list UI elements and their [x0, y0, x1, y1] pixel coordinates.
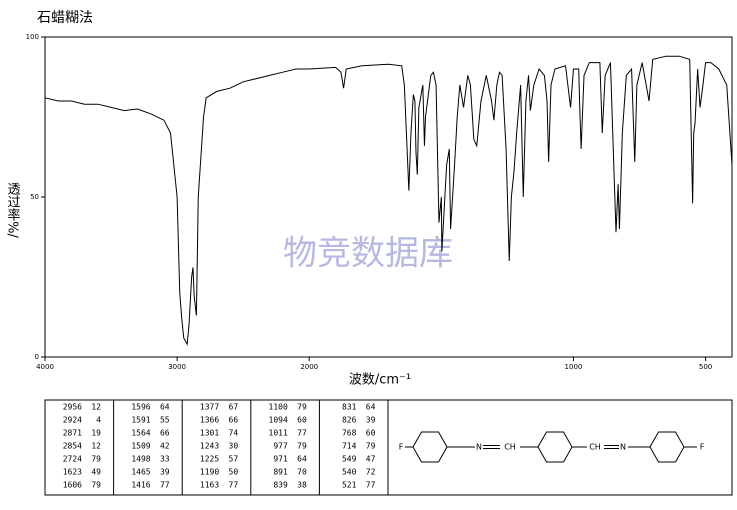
peak-wavenumber: 1225 — [200, 455, 219, 464]
peak-transmittance: 57 — [229, 455, 239, 464]
peak-wavenumber: 714 — [342, 442, 357, 451]
ring — [649, 431, 685, 463]
peak-transmittance: 79 — [297, 442, 307, 451]
peak-wavenumber: 1011 — [269, 429, 288, 438]
peak-wavenumber: 831 — [342, 403, 357, 412]
peak-transmittance: 33 — [160, 455, 170, 464]
peak-transmittance: 39 — [160, 468, 170, 477]
plot-frame — [44, 36, 733, 358]
peak-wavenumber: 891 — [273, 468, 288, 477]
peak-transmittance: 12 — [91, 442, 101, 451]
peak-transmittance: 64 — [160, 403, 170, 412]
peak-wavenumber: 1606 — [63, 481, 82, 490]
peak-transmittance: 77 — [160, 481, 170, 490]
atom-label: CH — [504, 443, 516, 452]
peak-wavenumber: 1596 — [131, 403, 150, 412]
atom-label: N — [620, 443, 626, 452]
y-tick-label: 100 — [26, 33, 39, 41]
peak-wavenumber: 971 — [273, 455, 288, 464]
peak-transmittance: 47 — [366, 455, 376, 464]
peak-wavenumber: 1163 — [200, 481, 219, 490]
peak-transmittance: 79 — [91, 481, 101, 490]
peak-transmittance: 19 — [91, 429, 101, 438]
peak-wavenumber: 1591 — [131, 416, 150, 425]
atom-label: CH — [589, 443, 601, 452]
ring — [537, 431, 573, 463]
peak-wavenumber: 1498 — [131, 455, 150, 464]
peak-wavenumber: 839 — [273, 481, 288, 490]
peak-wavenumber: 1377 — [200, 403, 219, 412]
peak-wavenumber: 1243 — [200, 442, 219, 451]
peak-transmittance: 12 — [91, 403, 101, 412]
peak-transmittance: 77 — [229, 481, 239, 490]
peak-transmittance: 72 — [366, 468, 376, 477]
x-tick-label: 3000 — [168, 363, 186, 371]
y-tick-label: 0 — [35, 353, 39, 361]
peak-transmittance: 60 — [297, 416, 307, 425]
peak-wavenumber: 2956 — [63, 403, 82, 412]
y-tick-label: 50 — [30, 193, 39, 201]
structure-frame — [387, 399, 733, 496]
peak-wavenumber: 2871 — [63, 429, 82, 438]
peak-transmittance: 4 — [96, 416, 101, 425]
peak-wavenumber: 540 — [342, 468, 357, 477]
peak-wavenumber: 2924 — [63, 416, 82, 425]
peak-transmittance: 50 — [229, 468, 239, 477]
watermark: 物竞数据库 — [283, 234, 453, 274]
chart-title: 石蜡糊法 — [37, 10, 93, 26]
peak-transmittance: 49 — [91, 468, 101, 477]
peak-transmittance: 60 — [366, 429, 376, 438]
peak-wavenumber: 1094 — [269, 416, 288, 425]
peak-transmittance: 66 — [229, 416, 239, 425]
peak-wavenumber: 521 — [342, 481, 357, 490]
peak-wavenumber: 1509 — [131, 442, 150, 451]
peak-wavenumber: 1623 — [63, 468, 82, 477]
atom-label: F — [399, 443, 404, 452]
peak-transmittance: 70 — [297, 468, 307, 477]
peak-wavenumber: 1465 — [131, 468, 150, 477]
peak-wavenumber: 549 — [342, 455, 357, 464]
peak-transmittance: 66 — [160, 429, 170, 438]
peak-wavenumber: 2724 — [63, 455, 82, 464]
structure — [405, 431, 697, 463]
peak-wavenumber: 1564 — [131, 429, 150, 438]
y-axis-label: 透过率%/ — [5, 182, 21, 238]
x-tick-label: 1000 — [565, 363, 583, 371]
peak-transmittance: 30 — [229, 442, 239, 451]
x-tick-label: 4000 — [36, 363, 54, 371]
peak-transmittance: 55 — [160, 416, 170, 425]
peak-transmittance: 79 — [91, 455, 101, 464]
peak-transmittance: 79 — [297, 403, 307, 412]
x-tick-label: 500 — [699, 363, 712, 371]
peak-wavenumber: 826 — [342, 416, 357, 425]
peak-wavenumber: 1366 — [200, 416, 219, 425]
peak-wavenumber: 977 — [273, 442, 288, 451]
ring — [412, 431, 448, 463]
peak-transmittance: 64 — [366, 403, 376, 412]
peak-wavenumber: 768 — [342, 429, 357, 438]
atom-label: F — [700, 443, 705, 452]
atom-label: N — [476, 443, 482, 452]
peak-wavenumber: 1416 — [131, 481, 150, 490]
peak-wavenumber: 2854 — [63, 442, 82, 451]
peak-transmittance: 77 — [297, 429, 307, 438]
peak-transmittance: 79 — [366, 442, 376, 451]
peak-transmittance: 39 — [366, 416, 376, 425]
peak-transmittance: 77 — [366, 481, 376, 490]
peak-wavenumber: 1301 — [200, 429, 219, 438]
peak-transmittance: 38 — [297, 481, 307, 490]
spectrum-line — [44, 55, 733, 346]
peak-transmittance: 64 — [297, 455, 307, 464]
peak-transmittance: 67 — [229, 403, 239, 412]
x-tick-label: 2000 — [300, 363, 318, 371]
peak-transmittance: 74 — [229, 429, 239, 438]
x-axis-label: 波数/cm⁻¹ — [349, 373, 411, 388]
peak-transmittance: 42 — [160, 442, 170, 451]
peak-wavenumber: 1190 — [200, 468, 219, 477]
peak-wavenumber: 1100 — [269, 403, 288, 412]
